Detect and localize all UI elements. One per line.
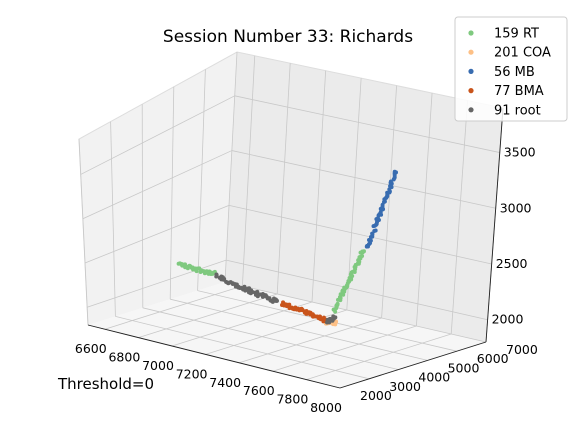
point-series-0 [180, 262, 185, 267]
point-series-2 [388, 179, 393, 184]
grid-z-left [84, 204, 230, 264]
x-tick-label: 7800 [276, 392, 308, 407]
point-series-4 [250, 290, 255, 295]
legend-label-3: 77 BMA [494, 84, 544, 99]
z-tick-label: 3000 [500, 200, 532, 215]
grid-z-back [228, 204, 492, 265]
x-tick-label: 8000 [310, 400, 342, 415]
point-series-4 [333, 315, 338, 320]
point-series-0 [361, 249, 366, 254]
grid-x-floor [138, 293, 278, 338]
grid-z-back [231, 150, 496, 209]
point-series-2 [389, 185, 394, 190]
chart-title: Session Number 33: Richards [163, 27, 413, 47]
back-pane [225, 52, 503, 342]
x-tick-label: 7000 [142, 358, 174, 373]
grid-x-back [311, 70, 327, 303]
point-series-4 [242, 284, 247, 289]
grid-y-left [110, 121, 116, 317]
grid-z-left [82, 150, 233, 220]
point-series-1 [333, 322, 338, 327]
point-series-0 [349, 277, 354, 282]
z-axis-line [485, 107, 504, 343]
grid-x-back [276, 63, 291, 295]
grid-x-back [381, 85, 397, 319]
point-series-0 [183, 262, 188, 267]
point-series-4 [214, 273, 219, 278]
grid-x-floor [239, 317, 382, 364]
point-series-4 [222, 276, 227, 281]
y-tick-label: 3000 [389, 379, 421, 394]
tick-labels: 6600680070007200740076007800800020003000… [75, 145, 538, 415]
point-series-0 [360, 254, 365, 259]
z-tick-label: 3500 [504, 145, 536, 160]
y-tick-label: 7000 [506, 342, 538, 357]
grid-x-floor [272, 325, 417, 372]
point-series-0 [350, 273, 355, 278]
y-tick-label: 6000 [477, 351, 509, 366]
grid-x-back [416, 93, 433, 327]
point-series-2 [373, 228, 378, 233]
grid-lines [78, 51, 504, 389]
grid-y-floor [115, 316, 370, 380]
floor-pane [88, 282, 486, 388]
legend-marker-2 [468, 68, 474, 74]
left-pane [79, 52, 237, 325]
y-tick-label: 4000 [418, 370, 450, 385]
point-series-0 [335, 301, 340, 306]
grid-y-left [141, 104, 144, 308]
grid-y-left [78, 138, 89, 326]
legend-label-2: 56 MB [494, 65, 535, 80]
point-series-0 [341, 292, 346, 297]
x-tick-label: 6800 [108, 350, 140, 365]
grid-z-left [80, 95, 235, 175]
x-tick-label: 6600 [75, 341, 107, 356]
data-points [176, 169, 399, 327]
y-tick-label: 2000 [360, 388, 392, 403]
point-series-0 [353, 263, 358, 268]
legend-marker-0 [468, 30, 474, 36]
grid-x-floor [104, 285, 243, 330]
x-axis-line [87, 324, 341, 389]
grid-y-left [169, 86, 175, 300]
grid-z-back [234, 95, 500, 153]
grid-x-back [242, 55, 256, 287]
point-series-2 [366, 238, 371, 242]
legend-label-0: 159 RT [494, 27, 539, 42]
point-series-4 [274, 298, 279, 303]
grid-z-left [87, 259, 227, 308]
grid-y-left [224, 51, 238, 283]
legend-marker-1 [468, 49, 474, 55]
grid-x-back [346, 78, 362, 311]
grid-y-floor [224, 281, 487, 343]
x-tick-label: 7600 [243, 383, 275, 398]
x-tick-label: 7400 [209, 375, 241, 390]
grid-y-left [197, 69, 206, 291]
point-series-2 [392, 169, 397, 174]
point-series-3 [321, 319, 326, 324]
point-series-4 [255, 289, 260, 294]
point-series-0 [338, 296, 343, 301]
point-series-2 [370, 231, 375, 236]
legend-marker-3 [468, 88, 474, 94]
x-tick-label: 7200 [176, 366, 208, 381]
grid-z-back [226, 259, 488, 321]
legend-marker-4 [468, 107, 474, 113]
y-axis-line [339, 341, 487, 389]
z-tick-label: 2000 [492, 312, 524, 327]
point-series-0 [209, 270, 214, 275]
grid-x-back [450, 100, 468, 335]
threshold-label: Threshold=0 [57, 375, 154, 393]
z-tick-label: 2500 [496, 256, 528, 271]
y-tick-label: 5000 [448, 360, 480, 375]
grid-y-floor [170, 298, 428, 361]
legend-frame [454, 16, 568, 122]
legend: 159 RT 201 COA 56 MB 77 BMA 91 root [454, 16, 568, 122]
legend-label-4: 91 root [494, 103, 541, 118]
point-series-3 [287, 303, 292, 308]
legend-label-1: 201 COA [494, 46, 551, 61]
grid-x-floor [306, 333, 452, 380]
grid-y-floor [142, 307, 399, 370]
